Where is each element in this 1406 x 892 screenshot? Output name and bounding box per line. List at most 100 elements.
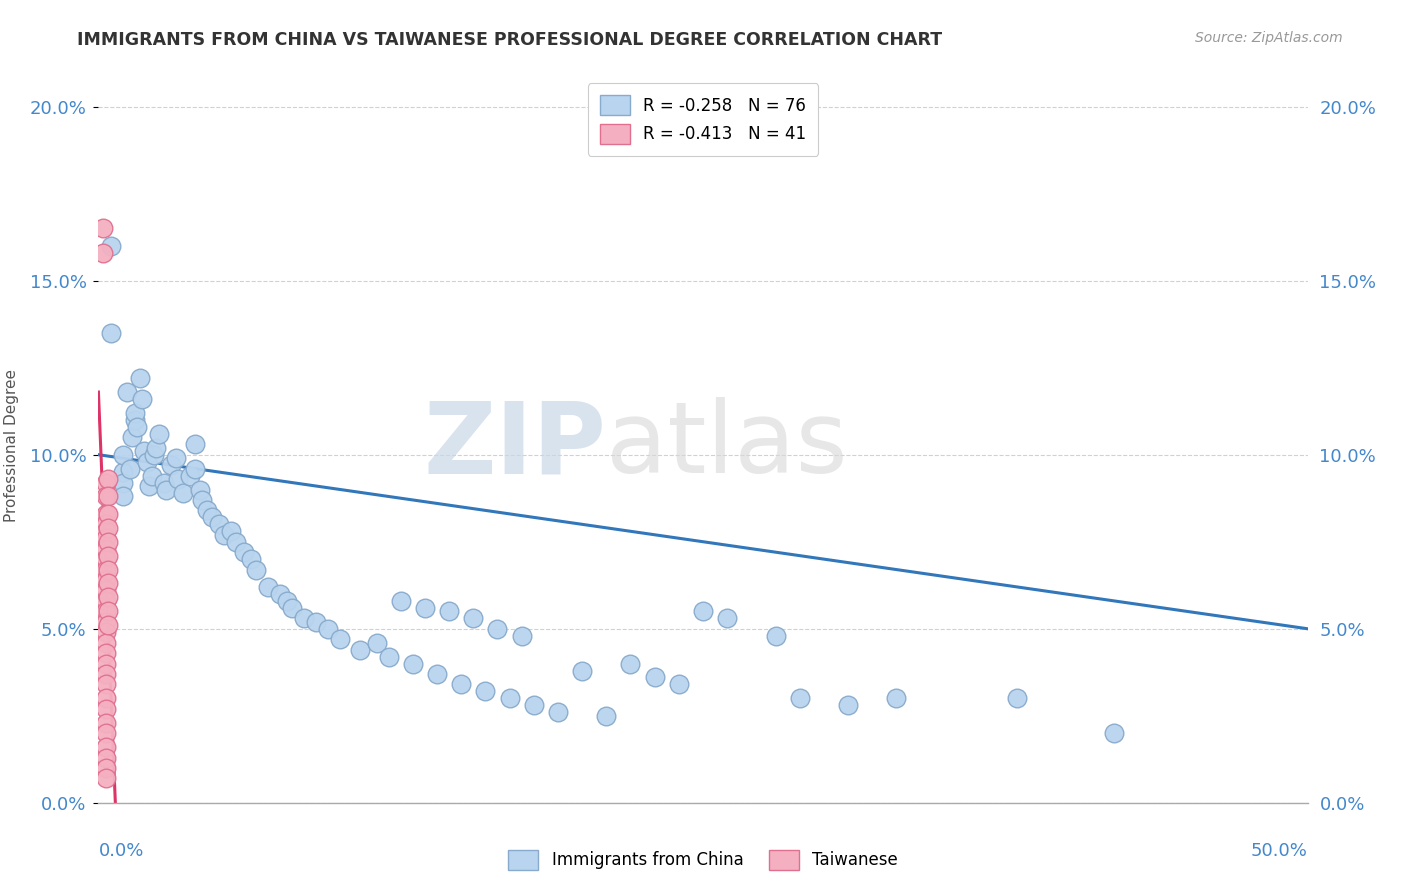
Point — [765, 629, 787, 643]
Point — [486, 622, 509, 636]
Point — [225, 534, 247, 549]
Point — [402, 657, 425, 671]
Point — [245, 563, 267, 577]
Point — [276, 594, 298, 608]
Point — [94, 524, 117, 539]
Point — [188, 483, 211, 497]
Y-axis label: Professional Degree: Professional Degree — [3, 369, 18, 523]
Point — [201, 510, 224, 524]
Point — [94, 702, 117, 716]
Point — [124, 406, 146, 420]
Point — [595, 708, 617, 723]
Point — [94, 635, 117, 649]
Point — [143, 448, 166, 462]
Point — [135, 455, 157, 469]
Point — [94, 490, 117, 504]
Point — [97, 472, 120, 486]
Point — [94, 573, 117, 587]
Point — [281, 600, 304, 615]
Point — [94, 715, 117, 730]
Point — [100, 239, 122, 253]
Point — [426, 667, 449, 681]
Point — [111, 465, 134, 479]
Point — [94, 740, 117, 755]
Point — [94, 583, 117, 598]
Point — [316, 622, 339, 636]
Point — [292, 611, 315, 625]
Point — [349, 642, 371, 657]
Point — [118, 461, 141, 475]
Point — [94, 475, 117, 490]
Point — [94, 772, 117, 786]
Point — [437, 604, 460, 618]
Point — [212, 528, 235, 542]
Point — [668, 677, 690, 691]
Point — [232, 545, 254, 559]
Point — [571, 664, 593, 678]
Point — [128, 371, 150, 385]
Point — [94, 691, 117, 706]
Point — [97, 534, 120, 549]
Text: 50.0%: 50.0% — [1251, 842, 1308, 860]
Point — [366, 635, 388, 649]
Point — [94, 646, 117, 660]
Point — [644, 671, 666, 685]
Point — [94, 594, 117, 608]
Point — [131, 392, 153, 406]
Point — [97, 618, 120, 632]
Text: 0.0%: 0.0% — [98, 842, 143, 860]
Point — [97, 591, 120, 605]
Point — [94, 677, 117, 691]
Point — [1102, 726, 1125, 740]
Point — [100, 326, 122, 340]
Point — [498, 691, 520, 706]
Point — [97, 521, 120, 535]
Point — [94, 507, 117, 521]
Point — [94, 750, 117, 764]
Point — [619, 657, 641, 671]
Legend: R = -0.258   N = 76, R = -0.413   N = 41: R = -0.258 N = 76, R = -0.413 N = 41 — [588, 83, 818, 155]
Point — [152, 475, 174, 490]
Point — [91, 245, 114, 260]
Point — [692, 604, 714, 618]
Point — [184, 437, 207, 451]
Point — [141, 468, 163, 483]
Point — [97, 604, 120, 618]
Legend: Immigrants from China, Taiwanese: Immigrants from China, Taiwanese — [502, 843, 904, 877]
Point — [148, 426, 170, 441]
Point — [716, 611, 738, 625]
Point — [463, 611, 485, 625]
Point — [94, 726, 117, 740]
Point — [256, 580, 278, 594]
Point — [111, 490, 134, 504]
Point — [94, 531, 117, 545]
Point — [94, 615, 117, 629]
Point — [329, 632, 352, 647]
Point — [1007, 691, 1029, 706]
Point — [127, 420, 149, 434]
Point — [94, 541, 117, 556]
Point — [91, 221, 114, 235]
Point — [269, 587, 291, 601]
Point — [179, 468, 201, 483]
Point — [145, 441, 167, 455]
Point — [160, 458, 183, 472]
Point — [837, 698, 859, 713]
Point — [117, 385, 139, 400]
Point — [165, 451, 187, 466]
Text: atlas: atlas — [606, 398, 848, 494]
Text: ZIP: ZIP — [423, 398, 606, 494]
Point — [377, 649, 399, 664]
Point — [97, 576, 120, 591]
Point — [305, 615, 328, 629]
Point — [97, 507, 120, 521]
Point — [208, 517, 231, 532]
Point — [155, 483, 177, 497]
Point — [97, 549, 120, 563]
Point — [886, 691, 908, 706]
Point — [94, 552, 117, 566]
Point — [94, 761, 117, 775]
Point — [111, 448, 134, 462]
Point — [474, 684, 496, 698]
Point — [138, 479, 160, 493]
